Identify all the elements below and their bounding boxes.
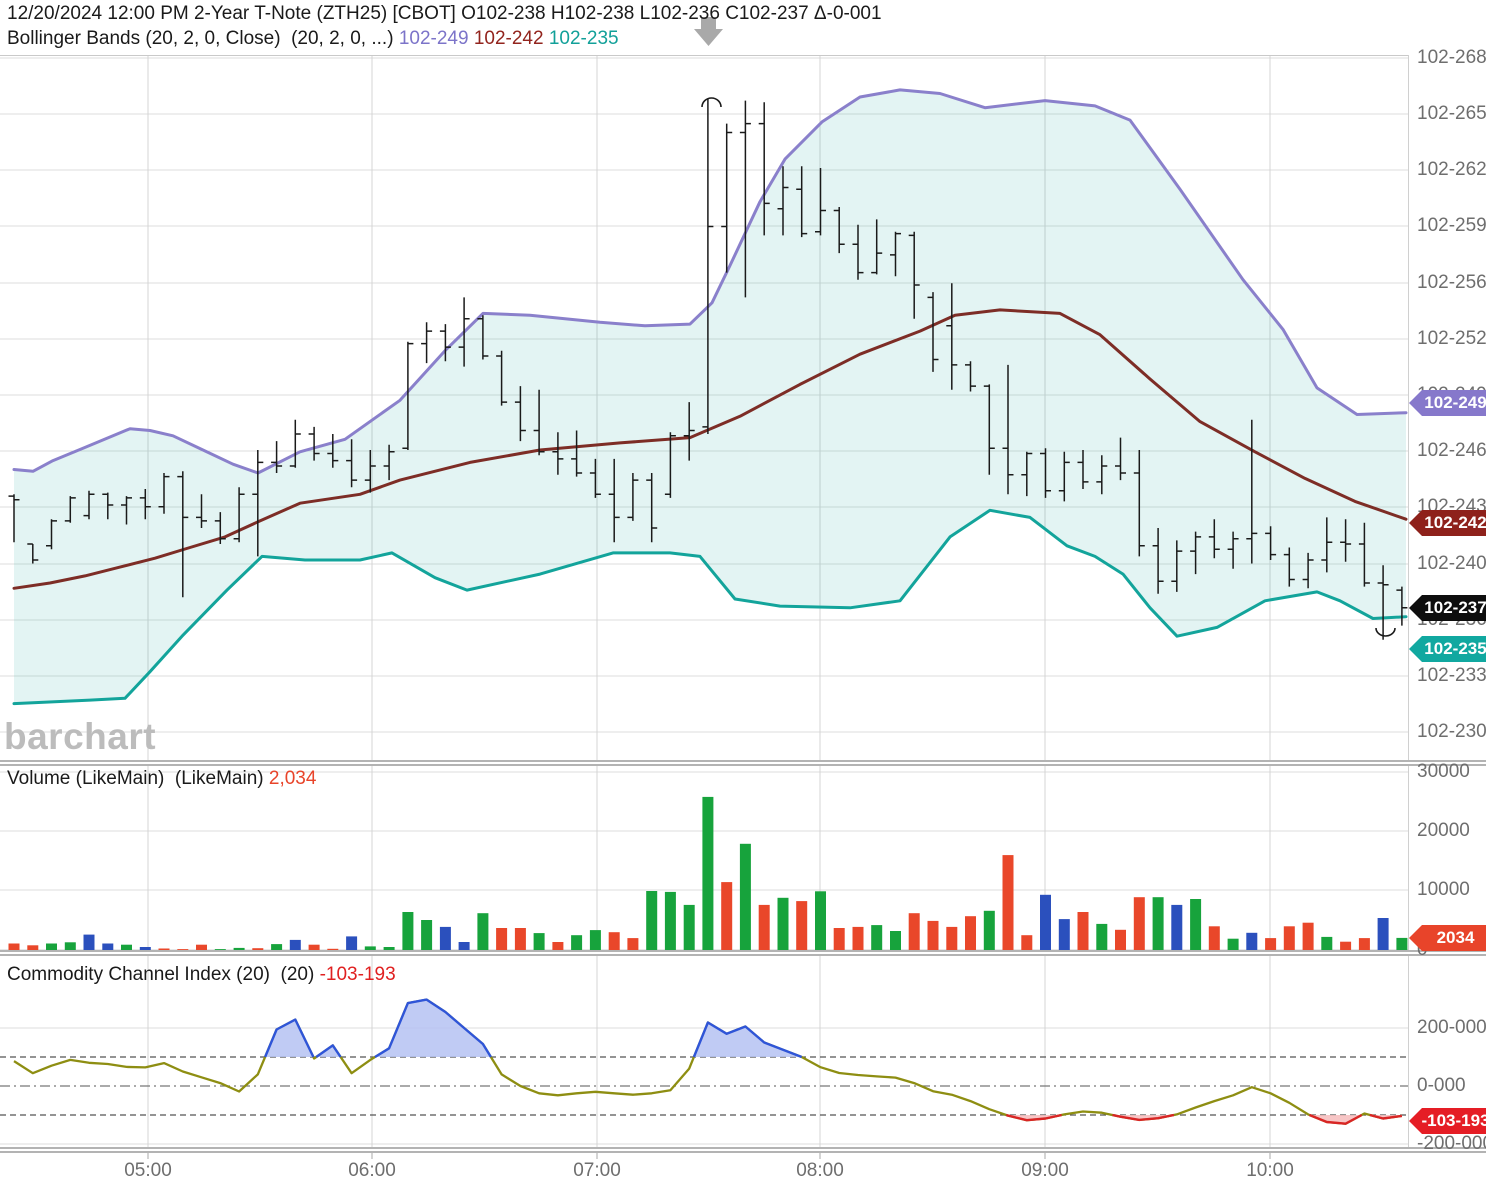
volume-legend[interactable]: Volume (LikeMain) (LikeMain) 2,034 (7, 768, 316, 790)
price-bars (8, 98, 1408, 640)
bollinger-lower-value: 102-235 (548, 28, 619, 49)
down-arrow-annotation[interactable] (694, 17, 723, 46)
cci-tick-label: 0-000 (1417, 1075, 1466, 1096)
axis-badge-102-249: 102-249 (1409, 390, 1486, 416)
axis-badge--103-193: -103-193 (1409, 1108, 1486, 1134)
price-tick-label: 102-268 (1417, 47, 1486, 68)
volume-tick-label: 10000 (1417, 879, 1470, 900)
time-axis-label: 10:00 (1246, 1160, 1294, 1181)
time-axis-label: 05:00 (124, 1160, 172, 1181)
price-tick-label: 102-256 (1417, 272, 1486, 293)
panel-separator-xaxis (0, 1147, 1486, 1153)
volume-label: Volume (LikeMain) (LikeMain) (7, 768, 264, 789)
price-tick-label: 102-259 (1417, 215, 1486, 236)
bollinger-label: Bollinger Bands (20, 2, 0, Close) (20, 2… (7, 28, 394, 49)
time-axis-label: 08:00 (796, 1160, 844, 1181)
cci-tick-label: 200-000 (1417, 1017, 1486, 1038)
volume-value: 2,034 (268, 768, 317, 789)
bollinger-middle-value: 102-242 (473, 28, 544, 49)
price-tick-label: 102-240 (1417, 553, 1486, 574)
price-tick-label: 102-252 (1417, 328, 1486, 349)
axis-badge-102-242: 102-242 (1409, 510, 1486, 536)
cci-label: Commodity Channel Index (20) (20) (7, 964, 315, 985)
middle-band-line (12, 308, 1408, 590)
upper-band-line (12, 88, 1408, 475)
time-axis-label: 07:00 (573, 1160, 621, 1181)
axis-badge-102-235: 102-235 (1409, 636, 1486, 662)
arc-annotation-top[interactable] (701, 97, 722, 108)
indicator-legend[interactable]: Bollinger Bands (20, 2, 0, Close) (20, 2… (7, 28, 619, 50)
cci-value: -103-193 (319, 964, 396, 985)
price-tick-label: 102-230 (1417, 721, 1486, 742)
bollinger-bands (12, 88, 1408, 706)
price-tick-label: 102-265 (1417, 103, 1486, 124)
volume-bars (8, 796, 1408, 950)
volume-tick-label: 30000 (1417, 761, 1470, 782)
right-axis-border (1408, 55, 1409, 1150)
arc-annotation-bottom[interactable] (1375, 627, 1396, 637)
main-panel-top-border (0, 55, 1408, 56)
axis-badge-2034: 2034 (1409, 925, 1486, 951)
axis-badge-102-237: 102-237 (1409, 595, 1486, 621)
panel-separator-cci[interactable] (0, 950, 1486, 956)
cci-legend[interactable]: Commodity Channel Index (20) (20) -103-1… (7, 964, 396, 986)
price-tick-label: 102-233 (1417, 665, 1486, 686)
lower-band-line (12, 508, 1408, 706)
gridlines (0, 55, 1408, 1150)
chart-title: 12/20/2024 12:00 PM 2-Year T-Note (ZTH25… (7, 3, 882, 25)
bollinger-upper-value: 102-249 (398, 28, 469, 49)
cci-tick-label: -200-000 (1417, 1133, 1486, 1154)
panel-separator-volume[interactable] (0, 760, 1486, 766)
cci-line (13, 998, 1403, 1125)
cci-panel (0, 998, 1408, 1125)
price-tick-label: 102-262 (1417, 159, 1486, 180)
ohlc-quote-text: 12/20/2024 12:00 PM 2-Year T-Note (ZTH25… (7, 3, 882, 24)
time-axis-label: 06:00 (348, 1160, 396, 1181)
volume-tick-label: 20000 (1417, 820, 1470, 841)
band-fill (14, 89, 1406, 704)
barchart-logo: barchart (4, 716, 157, 757)
time-axis-label: 09:00 (1021, 1160, 1069, 1181)
price-tick-label: 102-246 (1417, 440, 1486, 461)
annotations (694, 17, 1396, 637)
ohlc-bars (8, 98, 1408, 640)
